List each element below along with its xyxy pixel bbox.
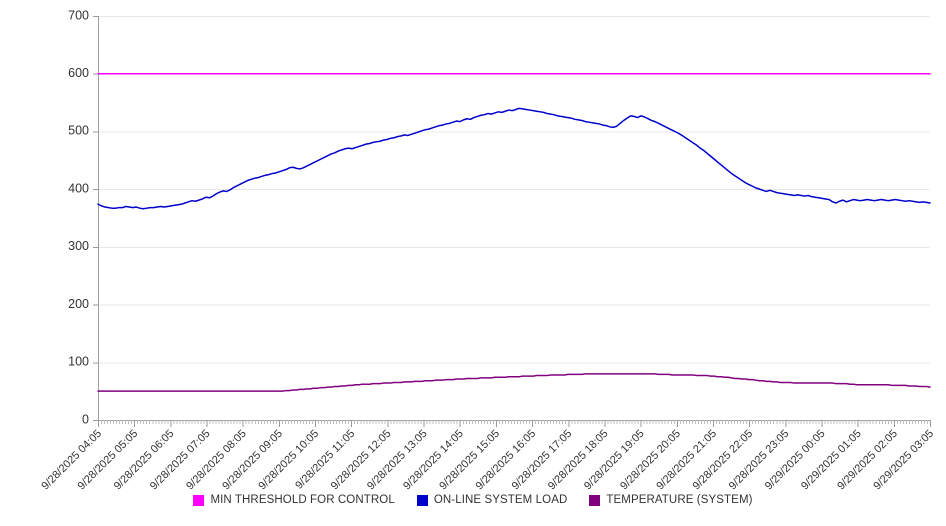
legend-label: MIN THRESHOLD FOR CONTROL — [210, 494, 395, 506]
legend-item[interactable]: ON-LINE SYSTEM LOAD — [416, 494, 568, 506]
y-axis-tick-label: 500 — [68, 124, 89, 138]
legend-item[interactable]: TEMPERATURE (SYSTEM) — [589, 494, 752, 506]
legend-label: ON-LINE SYSTEM LOAD — [433, 494, 568, 506]
y-axis-tick-label: 600 — [68, 66, 89, 80]
legend-color-swatch — [589, 494, 601, 506]
legend-label: TEMPERATURE (SYSTEM) — [606, 494, 753, 506]
y-axis-tick-label: 300 — [68, 239, 89, 253]
legend-color-swatch — [416, 494, 428, 506]
y-axis-tick-label: 200 — [68, 297, 89, 311]
x-axis-tick-label: 9/28/2025 04:05 — [39, 428, 104, 493]
y-axis-tick-label: 700 — [68, 8, 89, 22]
series-line-2 — [97, 373, 931, 392]
y-axis-tick-label: 0 — [82, 412, 89, 426]
y-axis-tick-label: 400 — [68, 181, 89, 195]
legend-item[interactable]: MIN THRESHOLD FOR CONTROL — [193, 494, 395, 506]
chart-legend: MIN THRESHOLD FOR CONTROL ON-LINE SYSTEM … — [0, 494, 946, 506]
legend-color-swatch — [193, 494, 205, 506]
y-axis-tick-label: 100 — [68, 355, 89, 369]
series-line-1 — [97, 107, 931, 210]
